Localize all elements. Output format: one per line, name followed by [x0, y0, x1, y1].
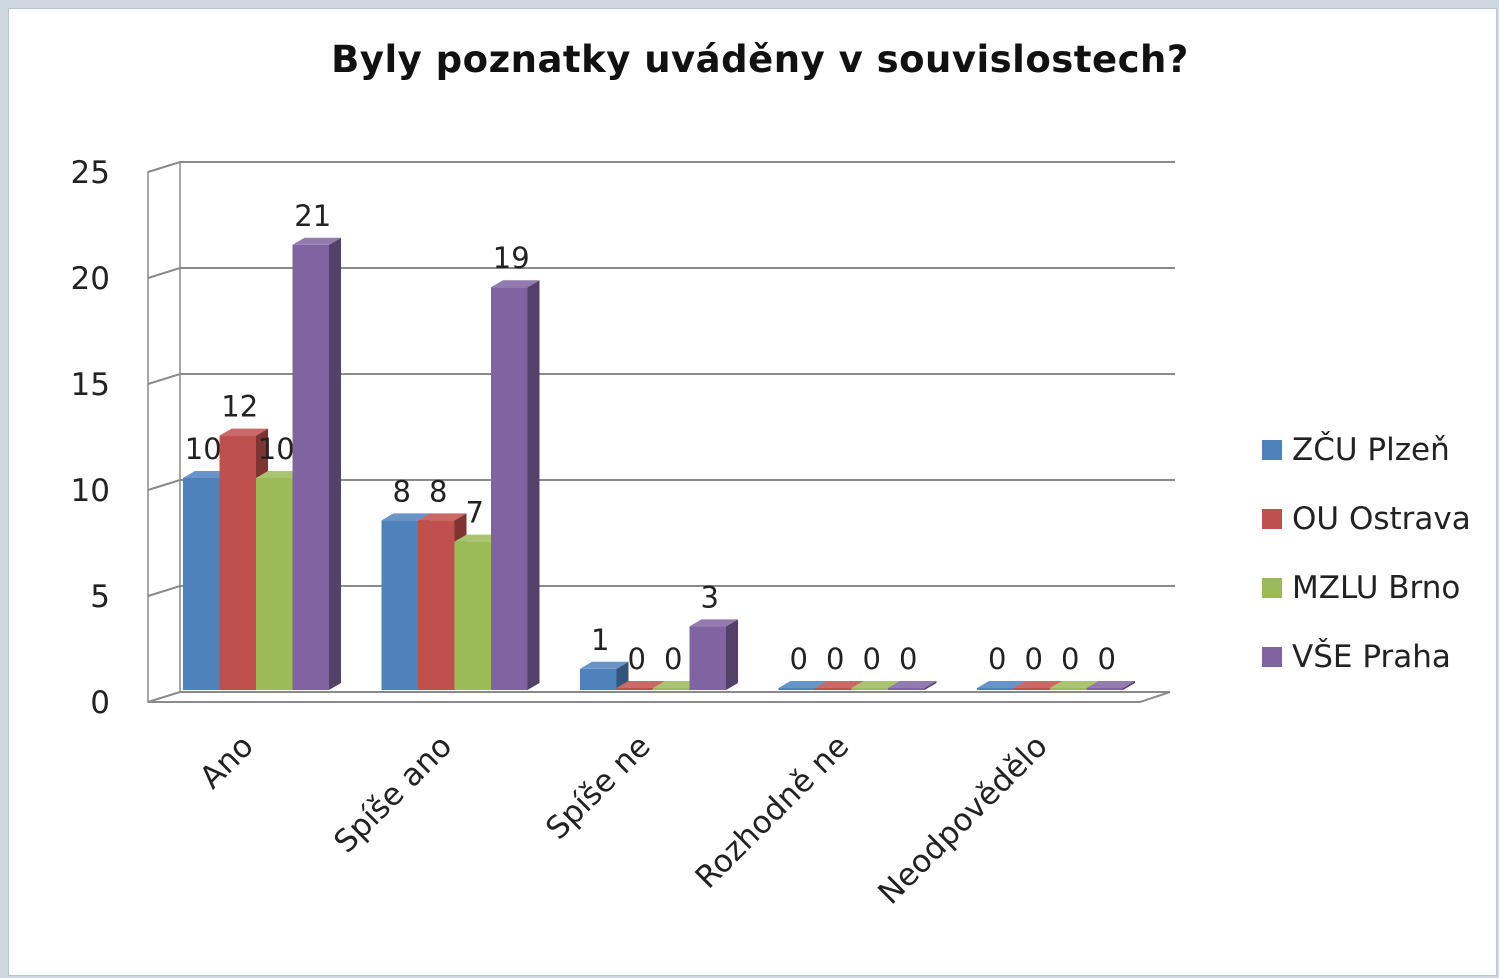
bar — [292, 244, 329, 691]
chart-legend: ZČU Plzeň OU Ostrava MZLU Brno VŠE Praha — [1262, 415, 1471, 691]
bar — [778, 688, 815, 690]
data-label: 8 — [393, 474, 411, 508]
chart-title: Byly poznatky uváděny v souvislostech? — [331, 38, 1189, 81]
y-tick-label: 5 — [90, 579, 110, 615]
y-tick-label: 15 — [71, 367, 110, 403]
bar-top — [653, 681, 702, 688]
back-wall — [180, 162, 1172, 692]
bar-top — [1013, 681, 1062, 688]
bar — [851, 688, 888, 690]
data-label: 0 — [863, 642, 881, 676]
data-label: 8 — [429, 474, 447, 508]
bar-top — [580, 661, 629, 669]
data-label: 10 — [258, 432, 295, 466]
bar-top — [851, 681, 900, 688]
bar — [219, 435, 256, 690]
bar-top — [1050, 681, 1099, 688]
side-wall — [147, 160, 181, 704]
data-label: 0 — [988, 642, 1006, 676]
bar-top — [815, 681, 864, 688]
bar-side — [329, 237, 341, 691]
bar — [580, 668, 617, 690]
legend-item: MZLU Brno — [1262, 553, 1471, 622]
legend-swatch — [1262, 577, 1282, 598]
y-tick-label: 25 — [71, 155, 110, 191]
data-label: 0 — [1061, 642, 1079, 676]
data-label: 0 — [899, 642, 917, 676]
bar-top — [689, 619, 738, 627]
data-label: 10 — [185, 432, 222, 466]
bar — [653, 688, 690, 690]
x-tick-label: Spíše ne — [539, 728, 658, 847]
bar-top — [616, 681, 665, 688]
gridline — [147, 479, 1175, 491]
data-label: 7 — [466, 496, 484, 530]
bar — [256, 478, 293, 690]
x-tick-label: Rozhodně ne — [689, 728, 857, 896]
gridline — [147, 267, 1175, 279]
bar-top — [977, 681, 1026, 688]
bar — [418, 520, 455, 690]
bar-side — [726, 619, 738, 690]
legend-label: OU Ostrava — [1292, 500, 1471, 537]
bar-top — [381, 513, 430, 521]
bar-top — [1086, 681, 1135, 688]
x-tick-label: Ano — [193, 728, 261, 796]
bar-top — [183, 471, 232, 478]
bar — [1086, 688, 1123, 690]
bar-top — [778, 681, 827, 688]
legend-item: VŠE Praha — [1262, 622, 1471, 691]
bar-top — [454, 534, 503, 542]
data-label: 21 — [294, 199, 331, 233]
bar-side — [1123, 681, 1135, 690]
data-label: 12 — [221, 390, 258, 424]
bar — [616, 688, 653, 690]
bar — [454, 541, 491, 690]
bar — [815, 688, 852, 690]
legend-label: VŠE Praha — [1292, 638, 1451, 675]
bar — [689, 626, 726, 690]
bar-top — [219, 428, 268, 436]
bar — [183, 478, 220, 690]
bar-top — [418, 513, 467, 521]
gridline — [147, 161, 1175, 173]
bar — [888, 688, 925, 690]
y-tick-label: 0 — [90, 685, 110, 721]
legend-swatch — [1262, 646, 1282, 667]
data-label: 19 — [493, 241, 530, 275]
gridline — [147, 373, 1175, 385]
bar — [1013, 688, 1050, 690]
bar-top — [888, 681, 937, 688]
bar — [491, 287, 528, 690]
bar — [1050, 688, 1087, 690]
y-tick-label: 20 — [71, 261, 110, 297]
legend-label: ZČU Plzeň — [1292, 431, 1450, 468]
floor — [147, 691, 1171, 703]
data-label: 0 — [826, 642, 844, 676]
data-label: 0 — [664, 642, 682, 676]
legend-label: MZLU Brno — [1292, 569, 1461, 606]
data-label: 0 — [1025, 642, 1043, 676]
gridline — [147, 585, 1175, 597]
y-tick-label: 10 — [71, 473, 110, 509]
bar — [381, 520, 418, 690]
bar — [977, 688, 1014, 690]
x-tick-label: Neodpovědělo — [871, 728, 1054, 911]
data-label: 0 — [628, 642, 646, 676]
data-label: 0 — [1098, 642, 1116, 676]
bar-top — [256, 471, 305, 478]
bar-side — [527, 280, 540, 690]
bar-side — [924, 681, 937, 690]
data-label: 1 — [591, 623, 609, 657]
bar-top — [491, 280, 540, 288]
bar-top — [292, 237, 341, 245]
legend-swatch — [1262, 439, 1282, 460]
legend-item: OU Ostrava — [1262, 484, 1471, 553]
data-label: 0 — [790, 642, 808, 676]
x-tick-label: Spíše ano — [327, 728, 459, 860]
legend-swatch — [1262, 508, 1282, 529]
legend-item: ZČU Plzeň — [1262, 415, 1471, 484]
data-label: 3 — [701, 580, 719, 614]
